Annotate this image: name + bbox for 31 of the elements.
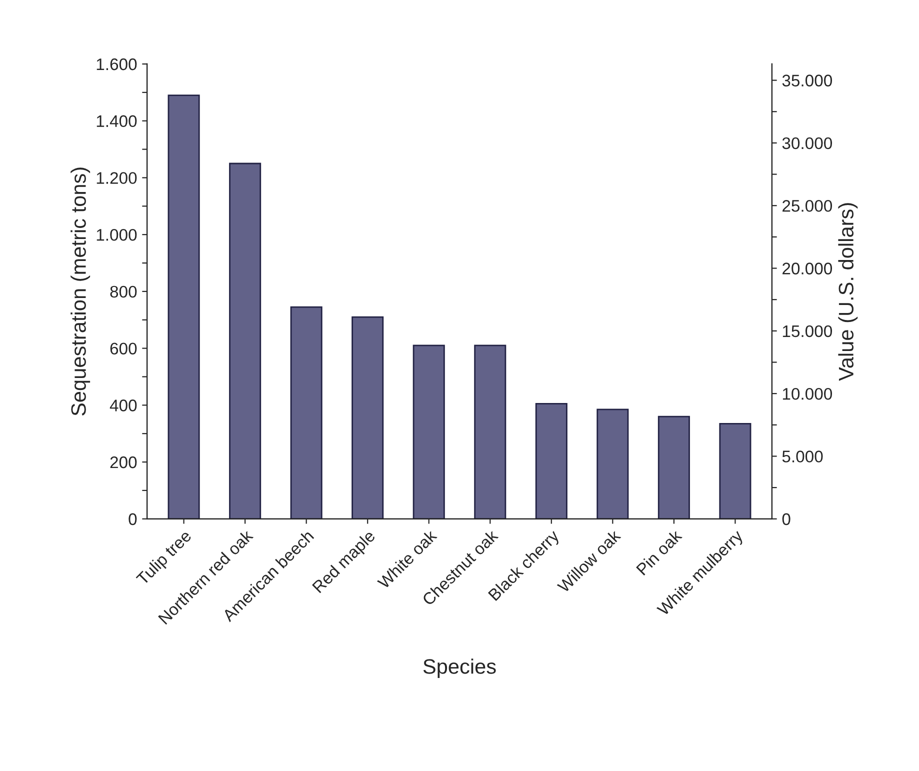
y2-tick-label: 10.000 <box>782 388 832 400</box>
y-tick-label: 1.200 <box>96 172 137 184</box>
y2-tick-label: 35.000 <box>782 74 832 86</box>
y-tick-label: 400 <box>110 400 137 412</box>
y-tick-label: 1.600 <box>96 58 137 70</box>
y2-tick-label: 5.000 <box>782 450 823 462</box>
bar <box>168 94 200 519</box>
y-tick-label: 600 <box>110 342 137 354</box>
y-tick-label: 1.000 <box>96 228 137 241</box>
y2-tick-label: 20.000 <box>782 262 832 274</box>
y2-tick-label: 15.000 <box>782 325 832 338</box>
bar <box>658 416 690 519</box>
bar <box>229 162 262 519</box>
bar <box>412 344 445 519</box>
y2-tick-label: 25.000 <box>782 200 832 212</box>
x-tick-label: Pin oak <box>636 528 683 576</box>
bar <box>290 306 322 519</box>
x-axis-title: Species <box>423 658 496 678</box>
y2-tick-label: 30.000 <box>782 137 832 150</box>
bar <box>596 408 629 519</box>
y2-tick-label: 0 <box>782 513 790 526</box>
bar <box>474 344 506 519</box>
y-tick-label: 0 <box>128 513 137 526</box>
y-tick-label: 1.400 <box>96 115 137 128</box>
bar <box>352 316 384 519</box>
bar <box>535 403 568 519</box>
y-tick-label: 800 <box>110 286 137 298</box>
y-tick-label: 200 <box>110 456 137 468</box>
y-axis-title: Sequestration (metric tons) <box>70 168 90 416</box>
y2-axis-title: Value (U.S. dollars) <box>838 203 858 381</box>
bar <box>719 422 752 519</box>
